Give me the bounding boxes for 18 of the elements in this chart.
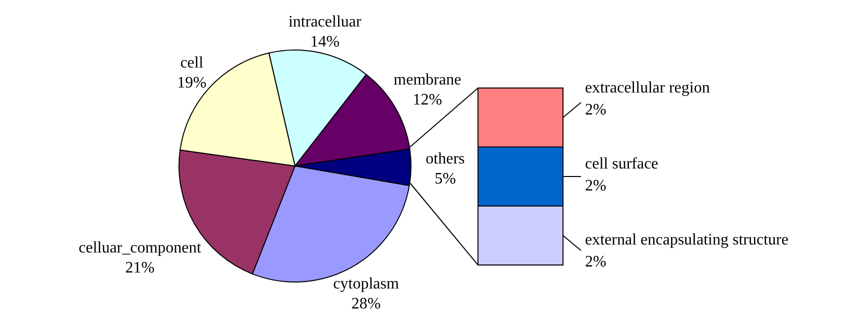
data-label: 21% [125,260,155,277]
data-label: 14% [310,34,340,51]
series-label: cell surface [585,156,658,172]
slice-label: intracelluar [288,14,362,31]
data-label: 12% [412,92,442,109]
series-label: external encapsulating structure [585,232,788,248]
data-label: 2% [585,102,606,118]
data-label: 19% [177,74,206,92]
series-label: extracellular region [585,80,710,96]
data-label: 2% [585,254,606,270]
slice-label: cell [180,54,204,72]
data-label: 28% [351,295,381,312]
data-label: 2% [585,178,606,194]
slice-label: membrane [394,72,462,89]
data-label: 5% [434,170,456,188]
slice-label: celluar_component [78,240,202,257]
slice-label: others [426,150,465,168]
slice-label: cytoplasm [333,275,400,292]
